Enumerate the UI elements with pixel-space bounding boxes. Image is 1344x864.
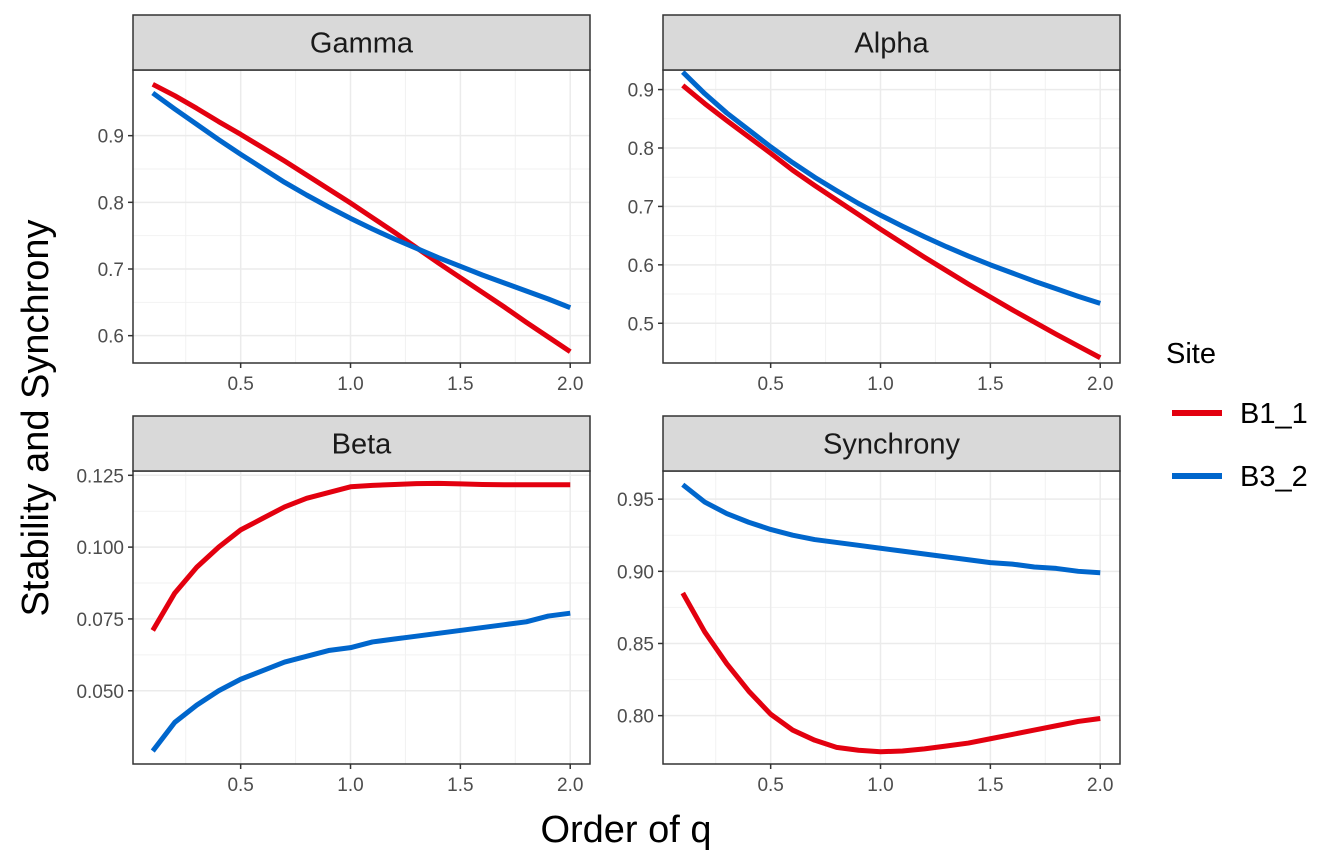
x-tick-label: 1.0 [337,374,363,395]
x-tick-label: 0.5 [757,374,783,395]
panel-beta: Beta 0.050 0.075 0.100 0.125 0.5 1.0 1.5 2.0 [76,415,591,796]
y-tick-label: 0.9 [98,127,124,148]
series-line-b3-2 [681,70,1101,306]
strip-label-gamma: Gamma [310,28,414,60]
y-tick-label: 0.6 [98,327,124,348]
y-tick-label: 0.100 [76,538,124,559]
y-tick-label: 0.85 [617,634,654,655]
strip-background [662,14,1121,71]
x-tick-label: 2.0 [1087,775,1113,796]
y-tick-label: 0.075 [76,610,124,631]
y-tick-label: 0.125 [76,466,124,487]
y-tick-label: 0.8 [628,139,654,160]
x-tick-label: 0.5 [227,374,253,395]
x-tick-label: 1.0 [337,775,363,796]
y-tick-label: 0.6 [628,256,654,277]
y-tick-label: 0.7 [98,260,124,281]
y-tick-label: 0.80 [617,707,654,728]
panel-alpha: Alpha 0.5 0.6 0.7 0.8 0.9 0.5 1.0 1.5 2.0 [628,14,1121,395]
x-tick-label: 0.5 [227,775,253,796]
legend-title: Site [1166,338,1216,370]
x-tick-label: 1.5 [977,374,1003,395]
x-tick-label: 1.0 [867,775,893,796]
strip-label-alpha: Alpha [854,28,929,60]
x-tick-label: 1.5 [977,775,1003,796]
strip-background [662,415,1121,472]
legend-label-b3-2: B3_2 [1240,461,1308,493]
series-line-b1-1 [681,83,1102,360]
x-tick-label: 0.5 [757,775,783,796]
strip-background [132,14,591,71]
series-line-b1-1 [680,591,1101,755]
y-tick-label: 0.90 [617,562,654,583]
panel-synchrony: Synchrony 0.80 0.85 0.90 0.95 0.5 1.0 1.5 2.0 [617,415,1121,796]
strip-background [132,415,591,472]
x-tick-label: 1.5 [447,374,473,395]
x-tick-label: 1.5 [447,775,473,796]
panel-gamma: Gamma 0.6 0.7 0.8 0.9 0.5 1.0 1.5 2.0 [98,14,591,395]
series-line-b3-2 [151,90,572,310]
y-axis-title: Stability and Synchrony [15,219,57,616]
legend-label-b1-1: B1_1 [1240,398,1308,430]
x-tick-label: 2.0 [557,775,583,796]
plot-background [133,471,590,764]
y-tick-label: 0.5 [628,314,654,335]
series-line-b1-1 [151,82,572,354]
strip-label-synchrony: Synchrony [823,429,961,461]
x-axis-title: Order of q [540,809,711,851]
x-tick-label: 2.0 [557,374,583,395]
y-tick-label: 0.8 [98,193,124,214]
panel-grid: Gamma 0.6 0.7 0.8 0.9 0.5 1.0 1.5 2.0 Alpha 0.5 0.6… [76,14,1121,796]
series-line-b1-1 [150,480,571,632]
y-tick-label: 0.95 [617,490,654,511]
strip-label-beta: Beta [332,429,393,461]
x-tick-label: 2.0 [1087,374,1113,395]
series-line-b3-2 [681,482,1101,576]
y-tick-label: 0.7 [628,197,654,218]
y-tick-label: 0.050 [76,682,124,703]
legend: Site B1_1 B3_2 [1166,338,1308,493]
series-line-b3-2 [150,610,571,753]
x-tick-label: 1.0 [867,374,893,395]
y-tick-label: 0.9 [628,81,654,102]
